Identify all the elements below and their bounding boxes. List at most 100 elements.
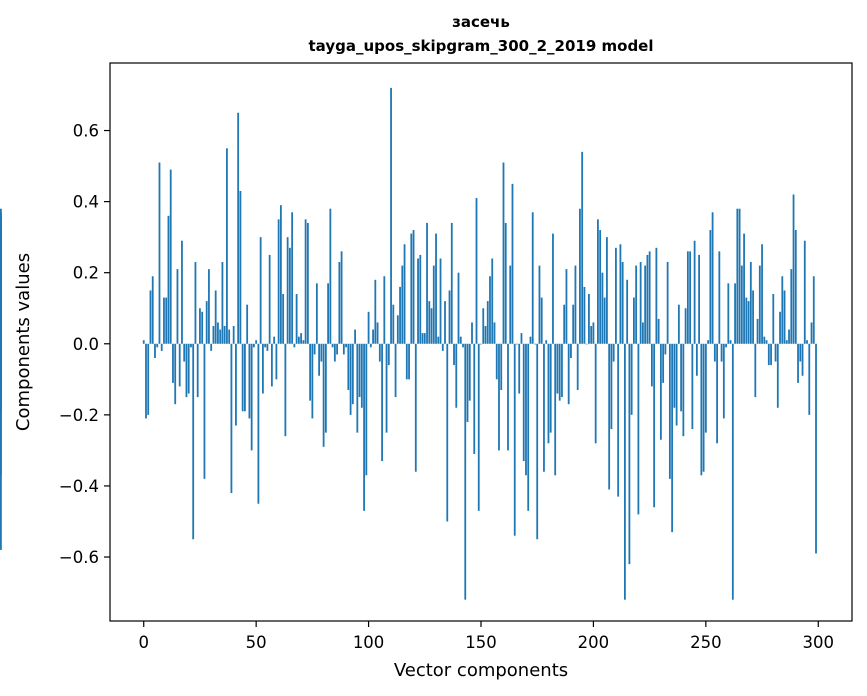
bar xyxy=(160,343,163,351)
bar xyxy=(583,286,586,344)
bar xyxy=(318,343,321,376)
bar xyxy=(358,343,361,398)
bar xyxy=(630,343,633,415)
bar xyxy=(221,262,224,344)
bar xyxy=(507,343,509,451)
bar xyxy=(340,251,343,344)
bar xyxy=(199,308,201,344)
bar xyxy=(432,265,435,344)
bar xyxy=(758,265,761,344)
bar xyxy=(500,343,503,390)
bar xyxy=(702,343,705,472)
bar xyxy=(405,343,408,380)
bar xyxy=(387,343,390,366)
bar xyxy=(183,343,186,362)
bar xyxy=(734,283,736,344)
bar xyxy=(540,297,543,344)
bar xyxy=(666,262,669,344)
bar xyxy=(345,343,347,348)
bar xyxy=(554,343,557,476)
bar xyxy=(563,304,566,344)
bar xyxy=(435,233,437,344)
bar xyxy=(342,343,345,355)
bar xyxy=(707,340,709,344)
bar xyxy=(558,343,561,401)
bar xyxy=(390,87,392,344)
bar xyxy=(450,222,453,344)
bar xyxy=(585,343,588,345)
bar xyxy=(410,233,413,344)
chart-title: засечь xyxy=(452,13,510,31)
bar xyxy=(637,343,640,515)
bar xyxy=(297,336,300,344)
bar xyxy=(671,343,674,533)
bar xyxy=(774,343,777,362)
bar xyxy=(214,290,217,344)
bar xyxy=(740,265,743,344)
bar xyxy=(480,343,482,345)
bar xyxy=(729,340,732,344)
bar xyxy=(475,198,478,344)
bar xyxy=(165,297,168,344)
bar xyxy=(749,262,752,344)
bar xyxy=(695,343,698,376)
bar xyxy=(453,343,455,366)
bar xyxy=(592,322,595,344)
bar xyxy=(608,343,611,490)
bar xyxy=(459,336,462,344)
x-axis-label: Vector components xyxy=(394,660,568,681)
bar xyxy=(282,294,285,344)
bar xyxy=(477,343,480,511)
bar xyxy=(320,343,323,362)
bar xyxy=(349,343,352,415)
bar xyxy=(381,343,383,462)
bar xyxy=(446,343,449,522)
bar xyxy=(682,343,685,437)
bar xyxy=(617,343,620,497)
bar xyxy=(430,308,433,344)
bar xyxy=(257,343,260,504)
bar xyxy=(383,276,386,344)
bar xyxy=(639,262,642,344)
bar xyxy=(655,247,658,344)
bar xyxy=(444,301,446,344)
bar xyxy=(511,183,514,344)
bar xyxy=(275,343,278,380)
bar xyxy=(399,286,401,344)
bar xyxy=(241,343,244,412)
bar xyxy=(426,222,428,344)
bar xyxy=(181,240,183,344)
bar xyxy=(785,340,788,344)
bar xyxy=(158,162,161,344)
bar xyxy=(725,343,727,348)
bar xyxy=(531,212,534,344)
bar xyxy=(360,343,363,408)
bar xyxy=(792,194,795,344)
bar xyxy=(799,343,802,362)
bar xyxy=(534,343,536,345)
bar xyxy=(783,290,786,344)
bar xyxy=(594,343,597,444)
x-tick-label: 150 xyxy=(465,633,497,652)
bar xyxy=(529,336,532,344)
bar xyxy=(698,254,700,344)
bar xyxy=(248,343,251,419)
bar xyxy=(650,343,653,387)
bar xyxy=(565,269,568,344)
bar xyxy=(306,222,309,344)
bar xyxy=(419,254,422,344)
bar xyxy=(711,212,714,344)
bar xyxy=(293,343,296,348)
bar xyxy=(156,343,159,348)
bar xyxy=(648,251,651,344)
y-tick-label: 0.4 xyxy=(73,193,99,212)
bar xyxy=(597,219,599,344)
bar xyxy=(561,343,563,398)
bar xyxy=(761,244,763,344)
bar xyxy=(142,340,145,344)
bar xyxy=(520,333,523,344)
bar xyxy=(194,262,197,344)
bar xyxy=(803,240,806,344)
y-tick-label: 0.0 xyxy=(73,335,99,354)
bar xyxy=(504,222,507,344)
